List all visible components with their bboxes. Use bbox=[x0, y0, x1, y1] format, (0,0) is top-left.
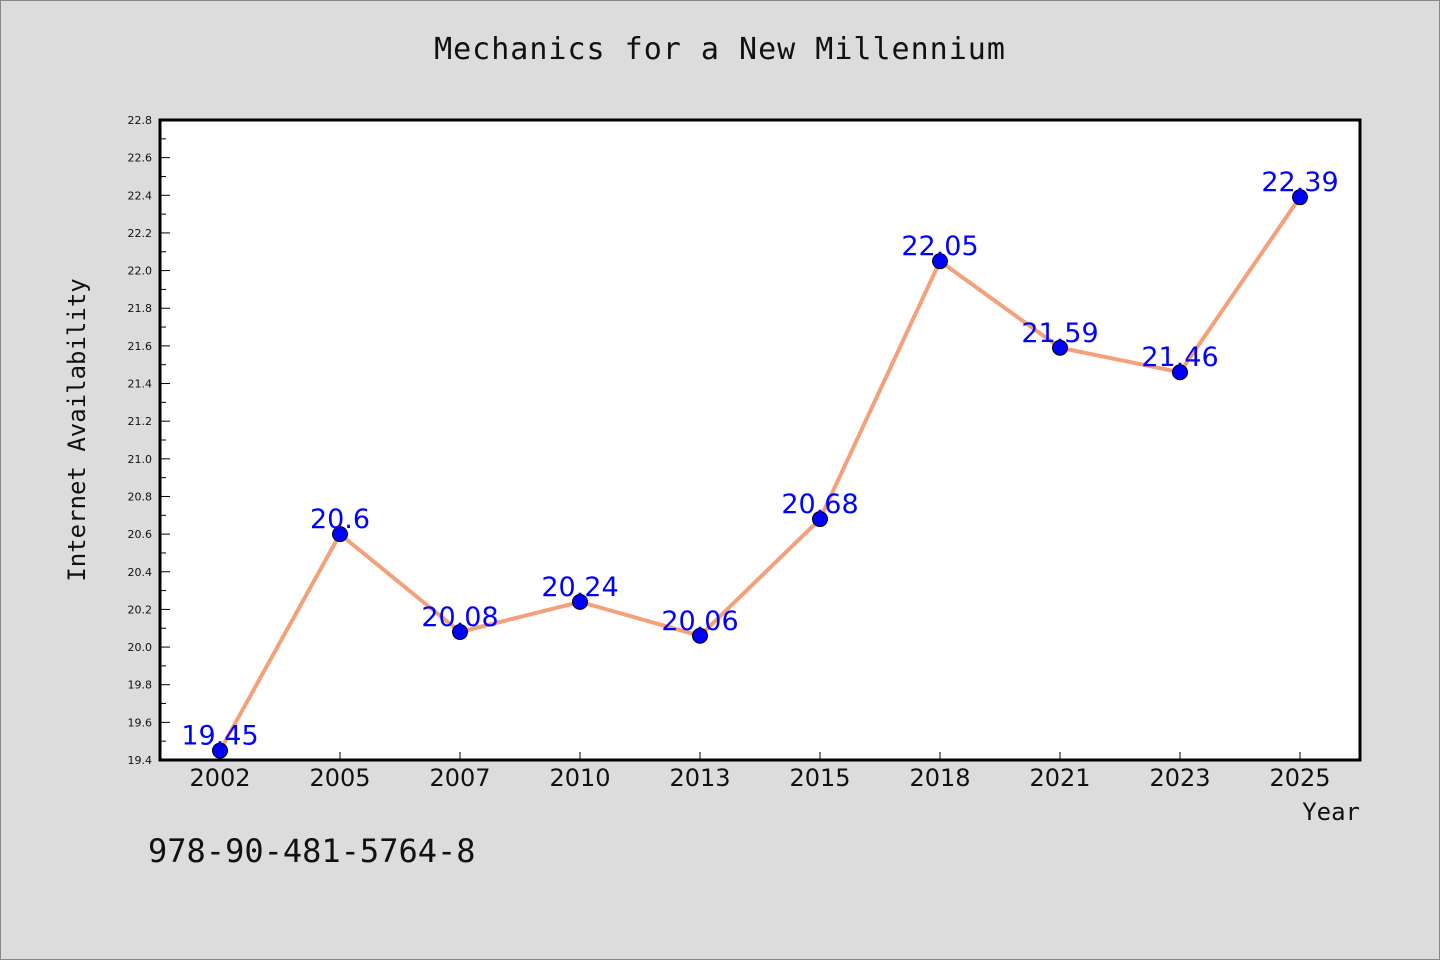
y-tick-label: 20.4 bbox=[128, 566, 153, 579]
x-tick-label: 2002 bbox=[189, 764, 250, 792]
data-point bbox=[1172, 364, 1188, 381]
plot-border bbox=[158, 118, 1362, 762]
data-point bbox=[332, 526, 348, 543]
x-axis-title: Year bbox=[1302, 798, 1360, 826]
series-line bbox=[218, 196, 1302, 752]
data-point bbox=[812, 511, 828, 528]
x-tick-label: 2010 bbox=[549, 764, 610, 792]
y-tick-label: 22.0 bbox=[128, 265, 153, 278]
isbn-label: 978-90-481-5764-8 bbox=[148, 832, 476, 870]
y-tick-label: 21.2 bbox=[128, 415, 153, 428]
y-tick-label: 20.0 bbox=[128, 641, 153, 654]
data-label: 21.46 bbox=[1141, 342, 1218, 373]
x-tick-label: 2013 bbox=[669, 764, 730, 792]
data-label: 20.6 bbox=[310, 504, 370, 535]
data-label: 22.39 bbox=[1261, 167, 1338, 198]
y-tick-label: 19.8 bbox=[128, 679, 153, 692]
y-tick-label: 21.0 bbox=[128, 453, 153, 466]
data-point bbox=[452, 624, 468, 640]
data-point bbox=[572, 593, 588, 610]
data-point bbox=[692, 627, 708, 644]
y-tick-label: 19.4 bbox=[128, 754, 153, 767]
data-label: 20.68 bbox=[781, 489, 858, 520]
data-point bbox=[932, 253, 948, 270]
y-tick-label: 21.8 bbox=[128, 302, 153, 315]
y-tick-label: 21.4 bbox=[128, 378, 153, 391]
y-tick-label: 22.2 bbox=[128, 227, 153, 240]
plot-area bbox=[160, 120, 1360, 760]
data-label: 20.08 bbox=[421, 602, 498, 633]
y-tick-label: 22.6 bbox=[128, 152, 153, 165]
data-point bbox=[1052, 339, 1068, 356]
y-tick-label: 21.6 bbox=[128, 340, 153, 353]
data-point bbox=[212, 742, 228, 759]
data-label: 21.59 bbox=[1021, 318, 1098, 349]
x-tick-label: 2021 bbox=[1029, 764, 1090, 792]
data-label: 19.45 bbox=[181, 721, 258, 752]
y-axis-title: Internet Availability bbox=[63, 278, 91, 581]
y-tick-label: 20.8 bbox=[128, 490, 153, 503]
y-tick-label: 22.4 bbox=[128, 189, 153, 202]
x-tick-label: 2005 bbox=[309, 764, 370, 792]
x-tick-label: 2023 bbox=[1149, 764, 1210, 792]
data-label: 22.05 bbox=[901, 231, 978, 262]
y-tick-label: 20.6 bbox=[128, 528, 153, 541]
x-tick-label: 2025 bbox=[1269, 764, 1330, 792]
chart-title: Mechanics for a New Millennium bbox=[434, 32, 1006, 67]
data-point bbox=[1292, 189, 1308, 206]
x-tick-label: 2007 bbox=[429, 764, 490, 792]
x-tick-label: 2018 bbox=[909, 764, 970, 792]
data-label: 20.24 bbox=[541, 572, 618, 603]
x-tick-label: 2015 bbox=[789, 764, 850, 792]
y-tick-label: 19.6 bbox=[128, 716, 153, 729]
data-label: 20.06 bbox=[661, 606, 738, 637]
y-tick-label: 22.8 bbox=[128, 114, 153, 127]
y-tick-label: 20.2 bbox=[128, 603, 153, 616]
